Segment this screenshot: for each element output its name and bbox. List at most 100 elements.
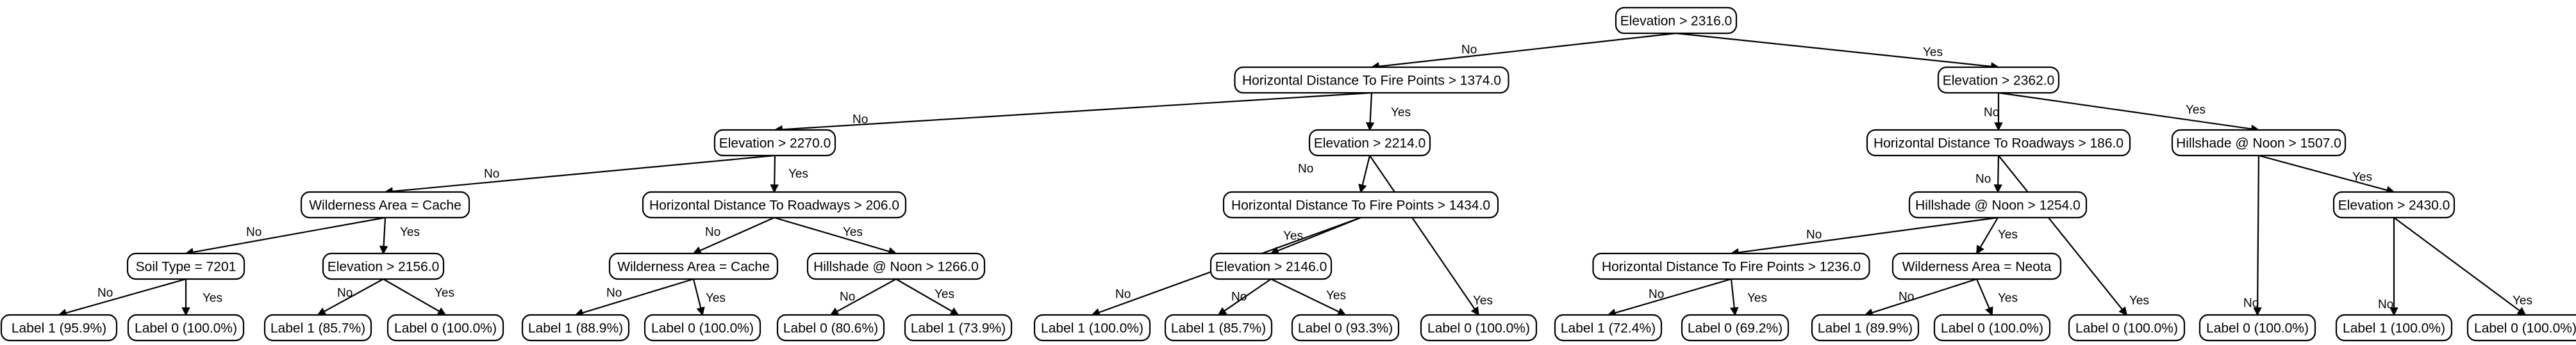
edge-n14-l5: Yes [692, 278, 726, 316]
arrowhead-icon [181, 307, 190, 316]
node-label: Soil Type = 7201 [136, 260, 237, 275]
leaf-node: Label 1 (100.0%) [2335, 314, 2453, 342]
node-box [1033, 314, 1151, 342]
node-label: Label 0 (100.0%) [1427, 321, 1530, 336]
node-box [386, 314, 504, 342]
edge-label: Yes [706, 292, 726, 305]
decision-node: Horizontal Distance To Fire Points > 143… [1222, 191, 1499, 219]
node-box [2466, 314, 2576, 342]
decision-node: Elevation > 2214.0 [1308, 129, 1431, 157]
node-label: Label 0 (100.0%) [2206, 321, 2309, 336]
edge-label: No [1298, 163, 1313, 176]
node-box [126, 252, 245, 280]
edge-line [1998, 155, 2123, 310]
leaf-node: Label 0 (100.0%) [1933, 314, 2051, 342]
edge-n12-l0: No [58, 278, 187, 317]
node-label: Horizontal Distance To Roadways > 186.0 [1874, 136, 2123, 151]
decision-node: Horizontal Distance To Roadways > 186.0 [1866, 129, 2131, 157]
node-label: Label 0 (93.3%) [1298, 321, 1393, 336]
edge-line [1730, 278, 1735, 309]
decision-node: Hillshade @ Noon > 1266.0 [806, 252, 986, 280]
edge-n10-n17: No [1730, 216, 1998, 257]
edge-n16-l9: No [1217, 278, 1272, 316]
node-box [1234, 66, 1509, 94]
edge-line [1361, 155, 1371, 186]
edge-line [1738, 216, 1998, 253]
edge-label: No [606, 287, 622, 300]
edge-line [1378, 32, 1677, 67]
decision-node: Elevation > 2362.0 [1937, 66, 2060, 94]
decision-node: Wilderness Area = Cache [300, 191, 470, 219]
edge-line [65, 278, 187, 314]
node-label: Hillshade @ Noon > 1266.0 [813, 260, 979, 275]
edge-line [192, 216, 386, 253]
node-box [2068, 314, 2186, 342]
edge-n11-l19: Yes [2393, 217, 2532, 316]
node-label: Label 0 (100.0%) [135, 321, 237, 336]
edge-n7-n12: No [185, 216, 386, 257]
edge-n8-n14: No [692, 216, 775, 255]
edge-n13-l3: Yes [383, 278, 454, 316]
edge-n2-n6: Yes [1998, 92, 2260, 133]
edge-line [1369, 155, 1475, 310]
node-box [713, 129, 836, 157]
edge-label: Yes [935, 288, 954, 301]
edge-label: No [1461, 44, 1477, 57]
arrowhead-icon [829, 307, 840, 316]
node-label: Wilderness Area = Neota [1902, 260, 2052, 275]
node-label: Label 1 (85.7%) [270, 321, 365, 336]
node-label: Elevation > 2270.0 [719, 136, 831, 151]
node-box [1866, 129, 2131, 157]
node-label: Horizontal Distance To Fire Points > 123… [1602, 260, 1861, 275]
edge-label: No [1115, 288, 1131, 301]
decision-node: Hillshade @ Noon > 1254.0 [1908, 191, 2088, 219]
edge-label: No [840, 291, 855, 304]
edge-label: No [246, 226, 262, 239]
arrowhead-icon [1358, 183, 1367, 193]
node-label: Horizontal Distance To Roadways > 206.0 [649, 198, 899, 213]
node-box [904, 314, 1013, 342]
node-box [1933, 314, 2051, 342]
node-label: Label 0 (100.0%) [651, 321, 754, 336]
edge-n3-n8: Yes [770, 155, 808, 193]
leaf-node: Label 1 (72.4%) [1554, 314, 1663, 342]
edge-label: Yes [843, 226, 863, 239]
edge-label: Yes [1283, 230, 1303, 243]
node-box [1615, 6, 1738, 35]
leaf-node: Label 0 (93.3%) [1291, 314, 1400, 342]
arrowhead-icon [696, 306, 705, 316]
edge-label: Yes [788, 168, 808, 181]
edge-line [1998, 92, 2252, 130]
node-label: Label 1 (89.9%) [1818, 321, 1913, 336]
edge-n17-l13: Yes [1730, 278, 1767, 316]
arrowhead-icon [379, 245, 388, 255]
edge-n4-n9: No [1298, 155, 1371, 193]
edge-label: No [484, 168, 499, 181]
edge-n16-l10: Yes [1270, 278, 1347, 316]
node-label: Label 1 (85.7%) [1171, 321, 1266, 336]
decision-node: Horizontal Distance To Fire Points > 137… [1234, 66, 1509, 94]
node-box [1811, 314, 1920, 342]
edge-label: Yes [2186, 104, 2206, 117]
edge-label: Yes [400, 226, 420, 239]
arrowhead-icon [1994, 122, 2003, 131]
node-box [1209, 252, 1333, 280]
leaf-node: Label 0 (80.6%) [776, 314, 885, 342]
decision-node: Elevation > 2146.0 [1209, 252, 1333, 280]
node-label: Label 0 (100.0%) [394, 321, 497, 336]
edge-label: Yes [2352, 171, 2372, 184]
node-box [2335, 314, 2453, 342]
edge-n6-n11: Yes [2258, 154, 2395, 195]
leaf-node: Label 0 (100.0%) [1420, 314, 1538, 342]
edge-n0-n2: Yes [1675, 32, 2000, 71]
edge-n4-l11: Yes [1369, 155, 1493, 316]
node-box [1891, 252, 2062, 280]
edge-line [1872, 278, 1977, 314]
arrowhead-icon [2389, 307, 2398, 316]
node-label: Elevation > 2146.0 [1215, 260, 1327, 275]
leaf-node: Label 0 (100.0%) [2198, 314, 2316, 342]
edge-label: No [1975, 173, 1991, 186]
node-label: Label 1 (88.9%) [528, 321, 623, 336]
edge-label: Yes [435, 287, 454, 300]
